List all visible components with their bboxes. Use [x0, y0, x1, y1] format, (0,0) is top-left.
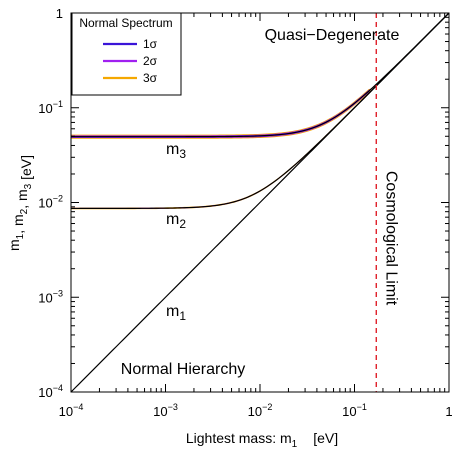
y-tick-label: 10−4	[38, 383, 63, 400]
x-tick-label: 10−2	[248, 402, 273, 419]
curve-label-m2: m2	[166, 211, 186, 231]
legend-label-1sigma: 1σ	[143, 37, 158, 51]
axis-ticks: 10−4 10−3 10−2 10−1 1 10−4 10−3 10−2 10−1 1	[38, 6, 452, 419]
normal-hierarchy-label: Normal Hierarchy	[121, 361, 245, 378]
legend-label-2sigma: 2σ	[143, 54, 158, 68]
svg-text:m1, m2, m3 [eV]: m1, m2, m3 [eV]	[6, 155, 34, 251]
curve-label-m1: m1	[166, 303, 186, 323]
y-tick-label: 10−2	[38, 194, 63, 211]
y-tick-label: 10−1	[38, 99, 63, 116]
legend-box	[71, 12, 182, 96]
line-m2	[71, 12, 450, 210]
y-axis-label: m1, m2, m3 [eV]	[6, 155, 34, 251]
x-tick-label: 10−3	[153, 402, 178, 419]
mass-lines	[70, 12, 450, 393]
legend-title: Normal Spectrum	[79, 16, 172, 30]
curve-label-m3: m3	[166, 141, 186, 161]
x-tick-label: 10−1	[342, 402, 367, 419]
x-tick-label: 1	[445, 404, 452, 419]
line-m3	[71, 12, 450, 138]
y-tick-label: 10−3	[38, 288, 63, 305]
quasi-degenerate-label: Quasi−Degenerate	[265, 27, 400, 44]
y-tick-label: 1	[56, 6, 63, 21]
legend-label-3sigma: 3σ	[143, 71, 158, 85]
cosmological-limit-label: Cosmological Limit	[382, 171, 399, 306]
x-tick-label: 10−4	[59, 402, 84, 419]
x-axis-label: Lightest mass: m1 [eV]	[186, 430, 338, 450]
legend: Normal Spectrum 1σ 2σ 3σ	[71, 12, 182, 96]
